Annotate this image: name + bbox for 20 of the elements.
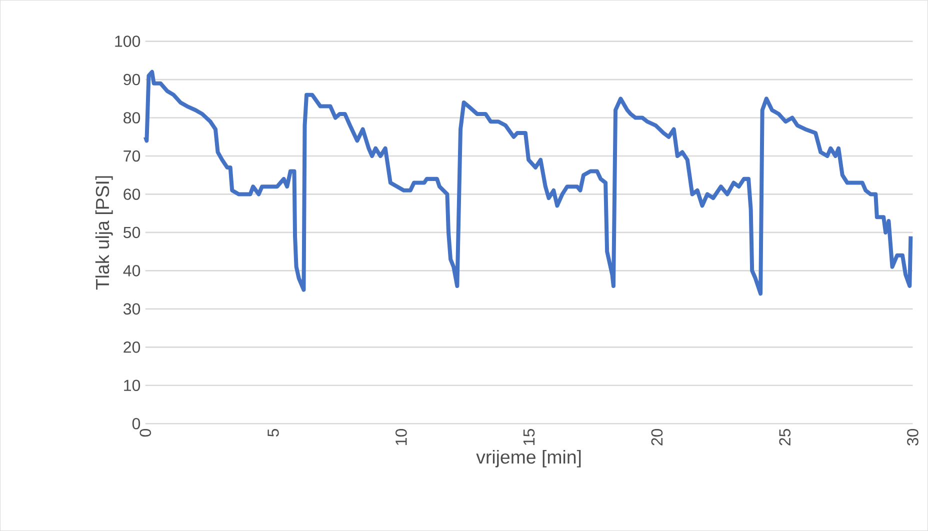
x-axis-title: vrijeme [min]	[476, 450, 581, 468]
x-tick-label: 30	[907, 428, 918, 446]
y-tick-label: 10	[124, 380, 140, 392]
x-tick-label: 20	[651, 428, 663, 446]
y-tick-label: 90	[124, 74, 140, 86]
y-tick-label: 100	[115, 36, 140, 47]
x-tick-label: 10	[396, 428, 407, 445]
y-tick-label: 50	[124, 226, 140, 238]
y-tick-label: 20	[124, 341, 140, 353]
x-tick-label: 15	[523, 429, 535, 445]
x-tick-label: 25	[779, 429, 790, 446]
y-tick-label: 80	[124, 112, 140, 124]
y-tick-label: 60	[124, 188, 140, 200]
y-tick-label: 0	[132, 418, 140, 430]
y-tick-label: 70	[124, 150, 140, 162]
y-tick-label: 40	[123, 265, 140, 276]
y-tick-label: 30	[123, 303, 140, 315]
x-tick-label: 0	[140, 428, 152, 437]
x-tick-label: 5	[268, 429, 279, 437]
y-axis-title: Tlak ulja [PSI]	[95, 176, 113, 290]
